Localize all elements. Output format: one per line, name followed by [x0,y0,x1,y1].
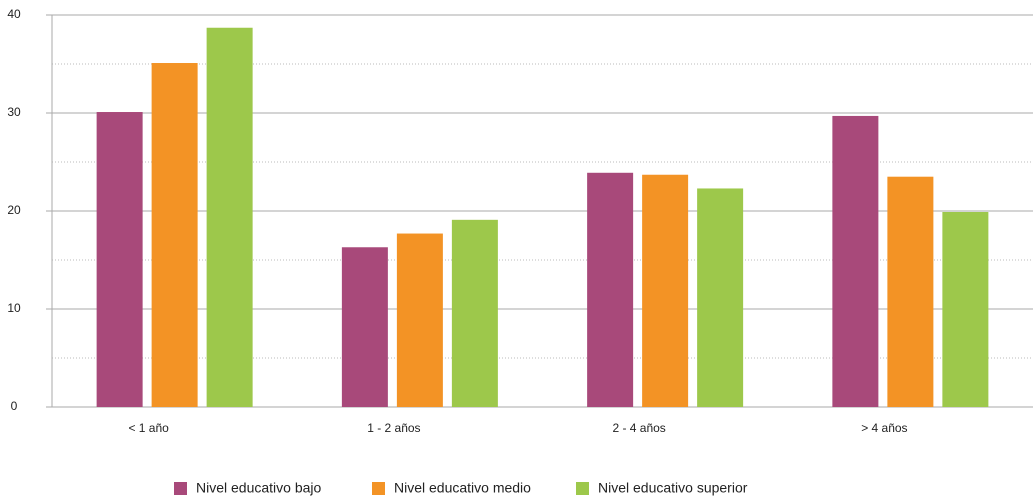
bar [451,219,498,407]
bar [642,174,689,407]
legend-label: Nivel educativo medio [394,480,531,496]
x-tick-label: 1 - 2 años [367,421,420,435]
bar [832,115,879,407]
x-tick-label: < 1 año [128,421,169,435]
legend-swatch [372,482,385,495]
y-tick-label: 40 [7,7,21,21]
legend-swatch [174,482,187,495]
y-tick-label: 30 [7,105,21,119]
bar [942,211,989,407]
bar [587,172,634,407]
bar [396,233,443,407]
y-tick-label: 20 [7,203,21,217]
bar [341,247,388,407]
bar [887,176,934,407]
bar [151,63,198,408]
legend-swatch [576,482,589,495]
legend-label: Nivel educativo superior [598,480,748,496]
bar [206,27,253,408]
x-tick-label: > 4 años [861,421,907,435]
y-tick-label: 10 [7,301,21,315]
legend-label: Nivel educativo bajo [196,480,322,496]
bar [697,188,744,407]
bar [96,112,143,408]
x-tick-label: 2 - 4 años [612,421,665,435]
y-tick-label: 0 [11,399,18,413]
